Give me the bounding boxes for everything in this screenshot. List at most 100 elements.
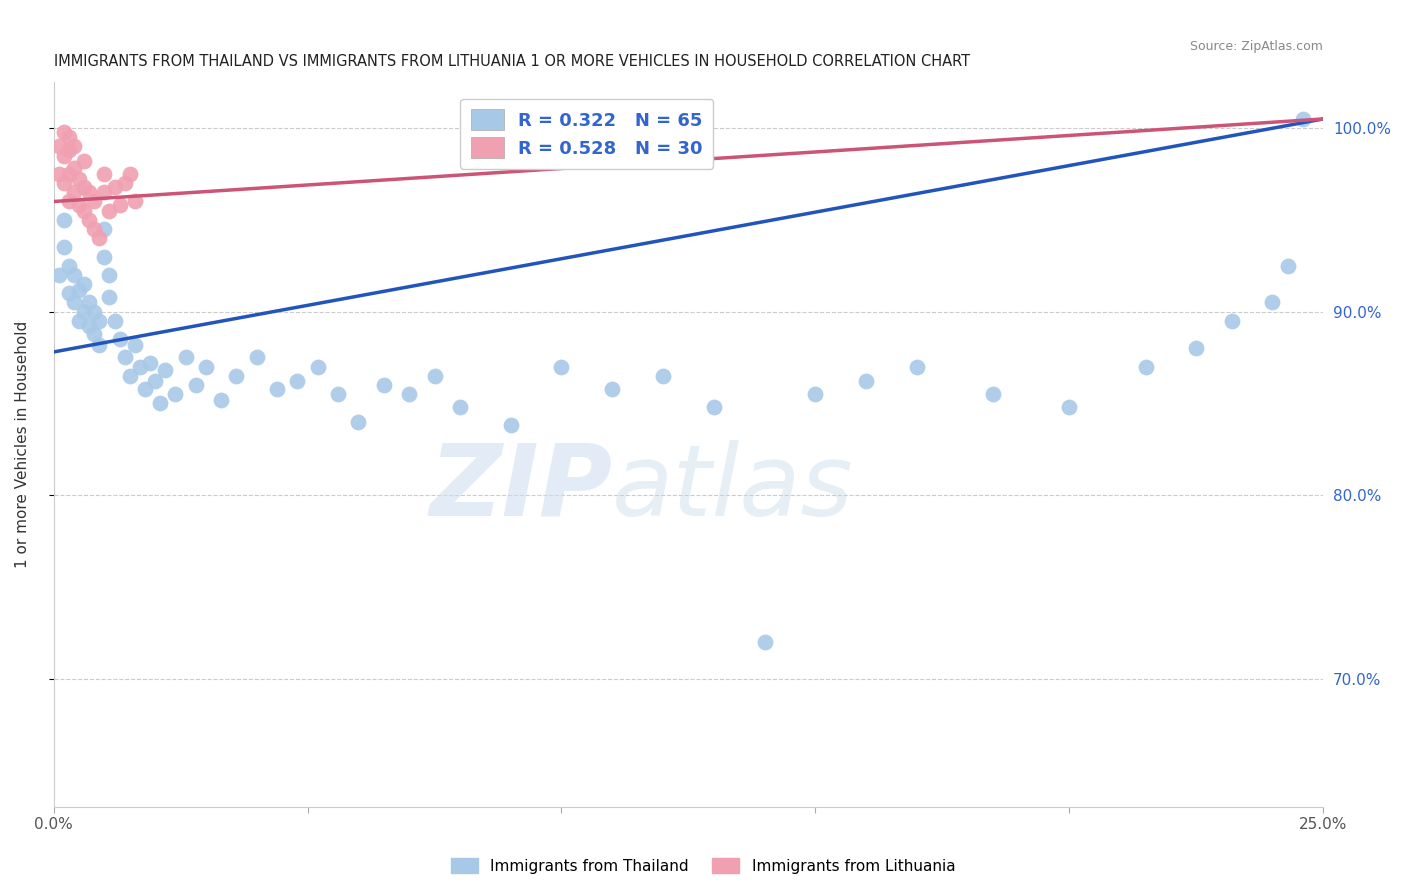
Point <box>124 194 146 209</box>
Point <box>67 314 90 328</box>
Point <box>48 139 70 153</box>
Point <box>108 198 131 212</box>
Point <box>83 222 105 236</box>
Point <box>155 363 177 377</box>
Point <box>118 167 141 181</box>
Point <box>981 387 1004 401</box>
Point <box>165 387 187 401</box>
Point <box>114 176 136 190</box>
Point <box>103 314 125 328</box>
Point <box>77 295 100 310</box>
Point <box>77 212 100 227</box>
Point <box>83 326 105 341</box>
Point <box>287 374 309 388</box>
Point <box>1135 359 1157 374</box>
Point <box>499 418 522 433</box>
Point <box>118 368 141 383</box>
Point <box>184 378 207 392</box>
Point <box>58 286 80 301</box>
Point <box>58 130 80 145</box>
Point <box>63 161 86 176</box>
Text: ZIP: ZIP <box>429 440 612 537</box>
Point <box>98 203 121 218</box>
Point <box>48 167 70 181</box>
Point <box>73 154 96 169</box>
Point <box>652 368 675 383</box>
Point <box>550 359 572 374</box>
Point <box>143 374 166 388</box>
Text: Source: ZipAtlas.com: Source: ZipAtlas.com <box>1191 40 1323 54</box>
Point <box>63 295 86 310</box>
Point <box>58 194 80 209</box>
Point <box>52 148 75 162</box>
Point <box>89 314 111 328</box>
Point <box>905 359 928 374</box>
Point <box>67 198 90 212</box>
Point <box>58 143 80 157</box>
Point <box>1059 400 1081 414</box>
Y-axis label: 1 or more Vehicles in Household: 1 or more Vehicles in Household <box>15 321 30 568</box>
Point <box>855 374 877 388</box>
Point <box>63 268 86 282</box>
Point <box>225 368 247 383</box>
Point <box>52 176 75 190</box>
Point <box>93 222 115 236</box>
Text: IMMIGRANTS FROM THAILAND VS IMMIGRANTS FROM LITHUANIA 1 OR MORE VEHICLES IN HOUS: IMMIGRANTS FROM THAILAND VS IMMIGRANTS F… <box>53 54 970 69</box>
Point <box>347 415 370 429</box>
Point <box>129 359 152 374</box>
Point <box>63 139 86 153</box>
Point <box>108 332 131 346</box>
Point <box>63 186 86 200</box>
Point <box>373 378 395 392</box>
Text: atlas: atlas <box>612 440 853 537</box>
Point <box>754 635 776 649</box>
Point <box>73 277 96 291</box>
Point <box>83 304 105 318</box>
Point <box>134 382 156 396</box>
Point <box>449 400 471 414</box>
Point <box>48 268 70 282</box>
Point <box>174 351 197 365</box>
Point <box>114 351 136 365</box>
Point <box>98 268 121 282</box>
Point <box>67 283 90 297</box>
Point <box>326 387 349 401</box>
Point <box>93 250 115 264</box>
Point <box>93 186 115 200</box>
Point <box>149 396 172 410</box>
Point <box>89 231 111 245</box>
Point <box>93 167 115 181</box>
Point <box>98 290 121 304</box>
Point <box>83 194 105 209</box>
Point <box>77 186 100 200</box>
Point <box>89 337 111 351</box>
Point <box>1185 341 1208 355</box>
Point <box>600 382 623 396</box>
Point <box>139 356 162 370</box>
Point <box>73 179 96 194</box>
Point <box>77 319 100 334</box>
Point <box>73 203 96 218</box>
Point <box>124 337 146 351</box>
Point <box>1292 112 1315 126</box>
Point <box>58 259 80 273</box>
Point <box>52 125 75 139</box>
Legend: Immigrants from Thailand, Immigrants from Lithuania: Immigrants from Thailand, Immigrants fro… <box>444 852 962 880</box>
Point <box>58 167 80 181</box>
Point <box>804 387 827 401</box>
Point <box>194 359 217 374</box>
Point <box>398 387 420 401</box>
Point <box>73 304 96 318</box>
Legend: R = 0.322   N = 65, R = 0.528   N = 30: R = 0.322 N = 65, R = 0.528 N = 30 <box>460 98 713 169</box>
Point <box>1277 259 1299 273</box>
Point <box>423 368 446 383</box>
Point <box>52 212 75 227</box>
Point <box>67 172 90 186</box>
Point <box>703 400 725 414</box>
Point <box>246 351 269 365</box>
Point <box>103 179 125 194</box>
Point <box>1261 295 1284 310</box>
Point <box>307 359 329 374</box>
Point <box>1220 314 1243 328</box>
Point <box>52 240 75 254</box>
